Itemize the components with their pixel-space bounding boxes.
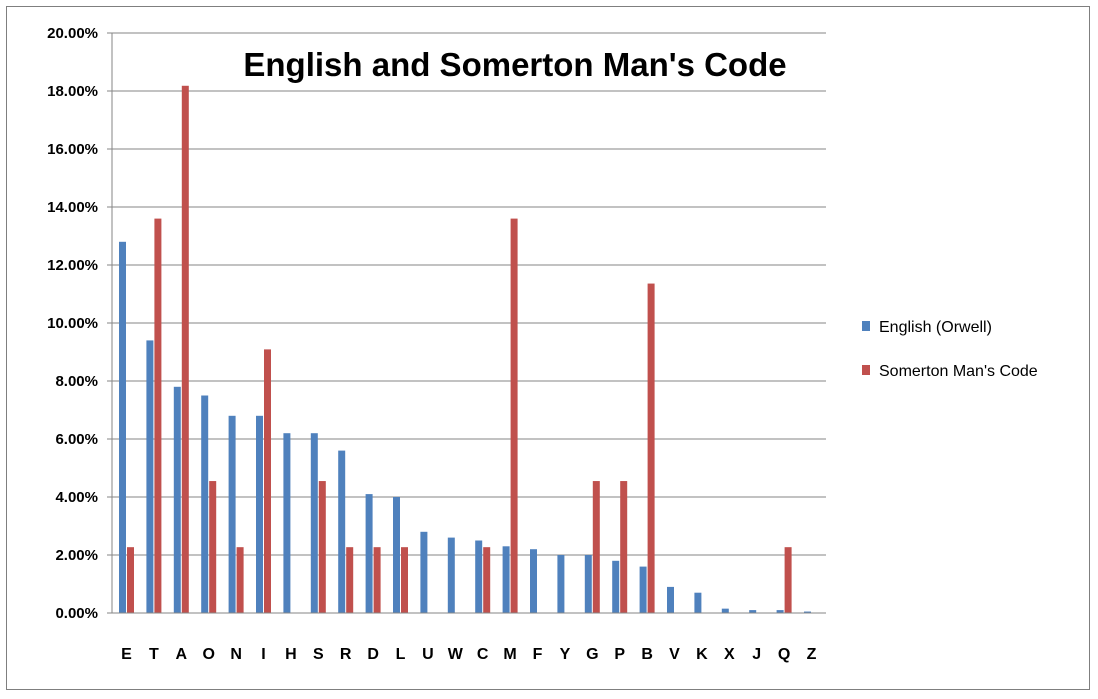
bar-english-S [310, 433, 318, 613]
bar-english-Z [804, 611, 811, 613]
y-tick-label: 6.00% [55, 431, 98, 448]
x-tick-label: U [422, 646, 434, 663]
x-tick-label: M [503, 646, 516, 663]
y-tick-label: 8.00% [55, 373, 98, 390]
x-tick-label: S [313, 646, 324, 663]
bar-somerton-D [373, 547, 381, 613]
bar-english-M [502, 546, 510, 613]
bar-somerton-M [510, 218, 518, 613]
x-tick-label: O [202, 646, 214, 663]
x-tick-label: T [149, 646, 159, 663]
x-tick-label: H [285, 646, 297, 663]
bar-english-V [667, 586, 674, 613]
x-tick-label: K [696, 646, 708, 663]
bar-english-Q [776, 610, 784, 613]
bar-somerton-N [236, 547, 244, 613]
x-tick-label: V [669, 646, 680, 663]
y-tick-label: 2.00% [55, 547, 98, 564]
legend-swatch [862, 321, 870, 331]
bar-somerton-I [264, 349, 271, 613]
y-tick-label: 14.00% [47, 199, 98, 216]
bar-english-L [393, 497, 400, 613]
bar-english-K [694, 592, 702, 613]
bar-english-W [447, 537, 455, 613]
bar-somerton-T [154, 218, 162, 613]
bar-somerton-Q [784, 547, 792, 613]
y-tick-label: 4.00% [55, 489, 98, 506]
y-tick-label: 18.00% [47, 83, 98, 100]
bar-english-O [201, 395, 209, 613]
bar-somerton-E [127, 547, 134, 613]
bar-somerton-S [318, 481, 326, 613]
x-tick-label: X [724, 646, 735, 663]
x-tick-label: C [477, 646, 489, 663]
bar-english-I [256, 415, 263, 613]
x-tick-label: W [448, 646, 464, 663]
bars [119, 85, 811, 614]
y-tick-label: 20.00% [47, 25, 98, 42]
bar-english-H [283, 433, 291, 613]
x-tick-label: J [752, 646, 761, 663]
chart-title: English and Somerton Man's Code [243, 46, 786, 83]
bar-english-A [173, 386, 181, 613]
bar-english-X [721, 608, 729, 613]
bar-somerton-P [620, 481, 628, 613]
bar-english-R [338, 450, 346, 613]
legend-label: English (Orwell) [879, 319, 992, 336]
bar-english-F [530, 549, 537, 613]
x-tick-label: I [261, 646, 265, 663]
x-tick-label: A [176, 646, 188, 663]
x-tick-label: R [340, 646, 352, 663]
y-tick-label: 10.00% [47, 315, 98, 332]
legend-label: Somerton Man's Code [879, 363, 1038, 380]
x-tick-label: N [230, 646, 242, 663]
legend: English (Orwell) Somerton Man's Code [862, 319, 1038, 380]
y-tick-label: 12.00% [47, 257, 98, 274]
bar-english-J [749, 610, 757, 613]
y-tick-label: 16.00% [47, 141, 98, 158]
bar-somerton-A [181, 85, 189, 613]
x-tick-label: Z [807, 646, 817, 663]
bar-somerton-B [647, 283, 655, 613]
bar-english-N [228, 415, 236, 613]
bar-english-E [119, 241, 126, 614]
bar-english-U [420, 531, 428, 613]
x-tick-label: Y [560, 646, 571, 663]
y-axis-tick-labels: 0.00% 2.00% 4.00% 6.00% 8.00% 10.00% 12.00% 14.… [47, 25, 98, 622]
bar-english-T [146, 340, 154, 613]
bar-english-P [612, 560, 620, 613]
x-tick-label: F [533, 646, 543, 663]
bar-somerton-C [483, 547, 491, 613]
bar-somerton-R [346, 547, 354, 613]
x-tick-label: P [614, 646, 625, 663]
x-tick-label: Q [778, 646, 790, 663]
x-tick-label: D [367, 646, 379, 663]
y-tick-label: 0.00% [55, 605, 98, 622]
bar-english-G [584, 555, 592, 613]
legend-swatch [862, 365, 870, 375]
bar-somerton-G [592, 481, 600, 613]
bar-somerton-L [401, 547, 408, 613]
x-tick-label: E [121, 646, 132, 663]
x-tick-label: L [396, 646, 406, 663]
x-tick-label: G [586, 646, 598, 663]
bar-somerton-O [209, 481, 217, 613]
bar-english-C [475, 540, 483, 613]
bar-english-D [365, 494, 373, 613]
bar-english-Y [557, 555, 565, 613]
bar-english-B [639, 566, 647, 613]
x-tick-label: B [641, 646, 653, 663]
